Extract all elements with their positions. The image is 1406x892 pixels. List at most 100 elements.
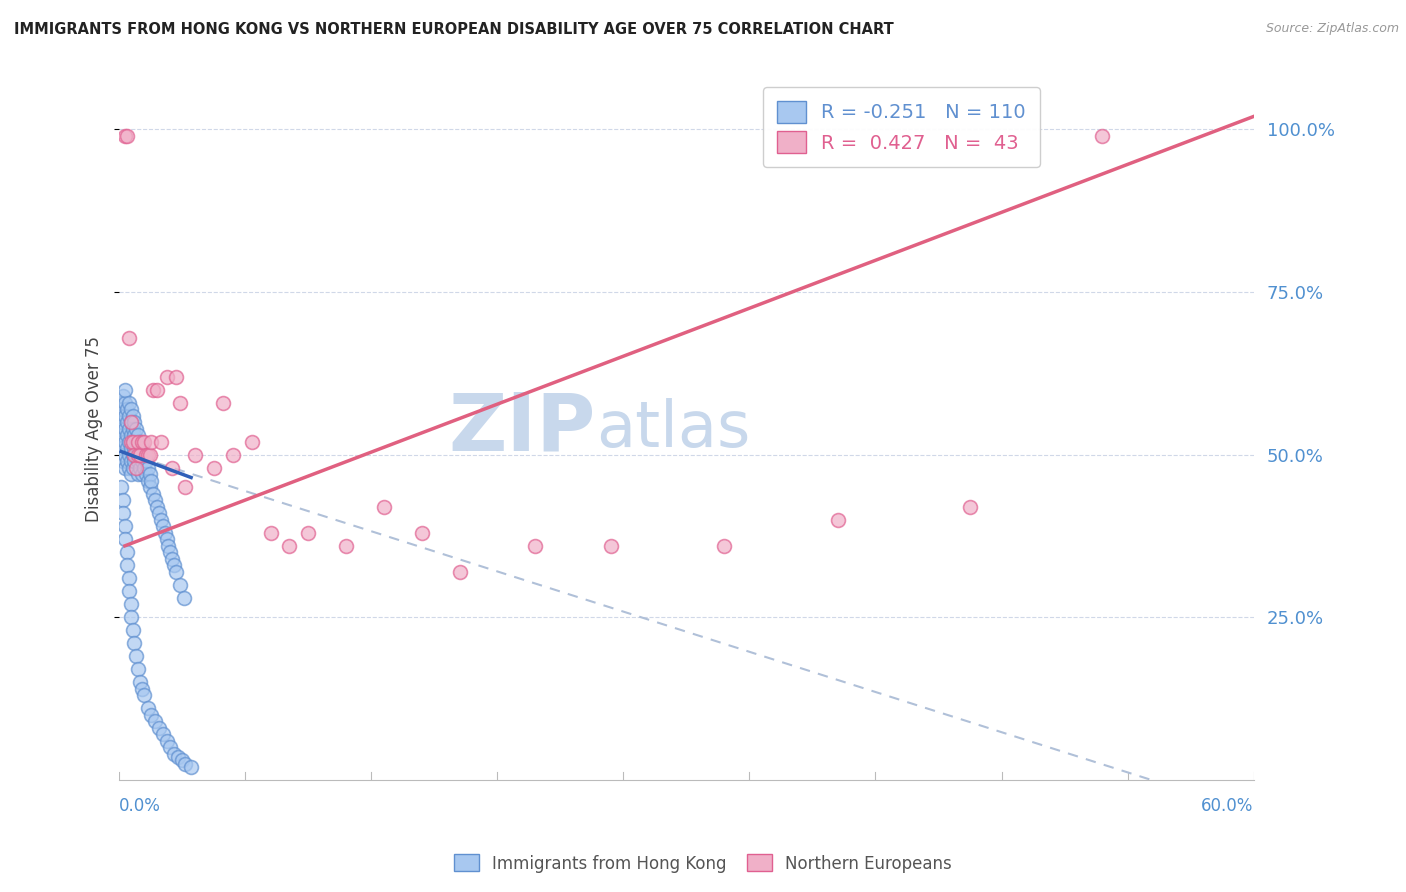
Point: [125, 448, 148, 462]
Point: [136, 701, 159, 715]
Point: [174, 480, 197, 494]
Point: [118, 409, 141, 423]
Point: [173, 591, 195, 605]
Point: [157, 539, 180, 553]
Point: [114, 409, 136, 423]
Point: [136, 474, 159, 488]
Text: Source: ZipAtlas.com: Source: ZipAtlas.com: [1265, 22, 1399, 36]
Point: [115, 402, 138, 417]
Text: atlas: atlas: [596, 398, 749, 459]
Point: [159, 740, 181, 755]
Point: [129, 448, 152, 462]
Point: [1091, 128, 1114, 143]
Point: [155, 734, 177, 748]
Point: [114, 519, 136, 533]
Point: [118, 448, 141, 462]
Point: [114, 533, 136, 547]
Point: [120, 415, 142, 429]
Point: [115, 545, 138, 559]
Point: [152, 519, 174, 533]
Point: [169, 395, 191, 409]
Point: [114, 128, 136, 143]
Point: [167, 750, 190, 764]
Point: [132, 434, 155, 449]
Point: [114, 434, 136, 449]
Point: [159, 545, 181, 559]
Point: [129, 675, 152, 690]
Point: [114, 448, 136, 462]
Point: [202, 460, 225, 475]
Point: [155, 369, 177, 384]
Point: [118, 460, 141, 475]
Point: [160, 460, 183, 475]
Point: [112, 442, 135, 456]
Point: [118, 571, 141, 585]
Point: [135, 448, 157, 462]
Point: [127, 454, 149, 468]
Point: [127, 442, 149, 456]
Point: [125, 422, 148, 436]
Point: [163, 558, 186, 573]
Point: [120, 610, 142, 624]
Y-axis label: Disability Age Over 75: Disability Age Over 75: [86, 335, 103, 522]
Point: [149, 434, 172, 449]
Point: [143, 714, 166, 729]
Point: [131, 467, 153, 482]
Point: [131, 442, 153, 456]
Point: [136, 460, 159, 475]
Point: [136, 448, 159, 462]
Point: [112, 415, 135, 429]
Point: [124, 454, 146, 468]
Point: [149, 513, 172, 527]
Point: [118, 331, 141, 345]
Point: [112, 454, 135, 468]
Point: [135, 467, 157, 482]
Point: [114, 422, 136, 436]
Point: [112, 402, 135, 417]
Point: [142, 383, 165, 397]
Point: [148, 721, 170, 735]
Point: [124, 636, 146, 650]
Text: IMMIGRANTS FROM HONG KONG VS NORTHERN EUROPEAN DISABILITY AGE OVER 75 CORRELATIO: IMMIGRANTS FROM HONG KONG VS NORTHERN EU…: [14, 22, 894, 37]
Text: ZIP: ZIP: [449, 390, 596, 467]
Point: [121, 409, 143, 423]
Point: [163, 747, 186, 761]
Point: [165, 565, 187, 579]
Point: [132, 448, 155, 462]
Point: [180, 760, 202, 774]
Point: [138, 467, 160, 482]
Point: [152, 727, 174, 741]
Point: [222, 448, 245, 462]
Point: [127, 428, 149, 442]
Point: [121, 448, 143, 462]
Point: [141, 708, 163, 723]
Point: [599, 539, 621, 553]
Point: [127, 662, 149, 676]
Point: [131, 681, 153, 696]
Point: [118, 434, 141, 449]
Point: [335, 539, 357, 553]
Point: [373, 500, 395, 514]
Point: [146, 500, 169, 514]
Point: [129, 460, 152, 475]
Point: [121, 624, 143, 638]
Point: [297, 525, 319, 540]
Point: [124, 448, 146, 462]
Point: [138, 480, 160, 494]
Point: [959, 500, 981, 514]
Point: [115, 415, 138, 429]
Point: [115, 442, 138, 456]
Point: [138, 448, 160, 462]
Point: [827, 513, 849, 527]
Point: [110, 434, 132, 449]
Point: [115, 454, 138, 468]
Point: [112, 389, 135, 403]
Point: [120, 434, 142, 449]
Point: [125, 649, 148, 664]
Point: [148, 506, 170, 520]
Point: [124, 442, 146, 456]
Point: [259, 525, 281, 540]
Point: [115, 128, 138, 143]
Point: [112, 506, 135, 520]
Point: [127, 434, 149, 449]
